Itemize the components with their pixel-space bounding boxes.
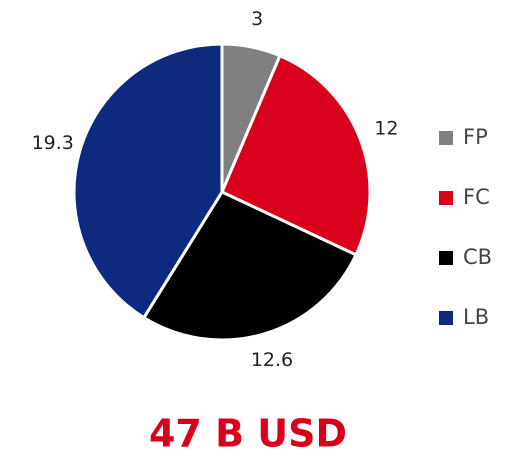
data-label: 12.6 [251,349,293,371]
pie-slice [220,53,372,257]
data-label: 3 [251,8,263,30]
legend-swatch [439,251,453,265]
legend-label: FC [463,185,490,209]
chart-title: 47 B USD [149,412,347,456]
legend-label: FP [463,125,488,149]
legend-label: CB [463,245,492,269]
legend-swatch [439,191,453,205]
pie-slice [72,42,224,320]
legend-swatch [439,311,453,325]
data-label: 12 [374,118,398,140]
pie-slice [141,190,358,342]
data-label: 19.3 [32,132,74,154]
legend-swatch [439,131,453,145]
legend-label: LB [463,305,489,329]
